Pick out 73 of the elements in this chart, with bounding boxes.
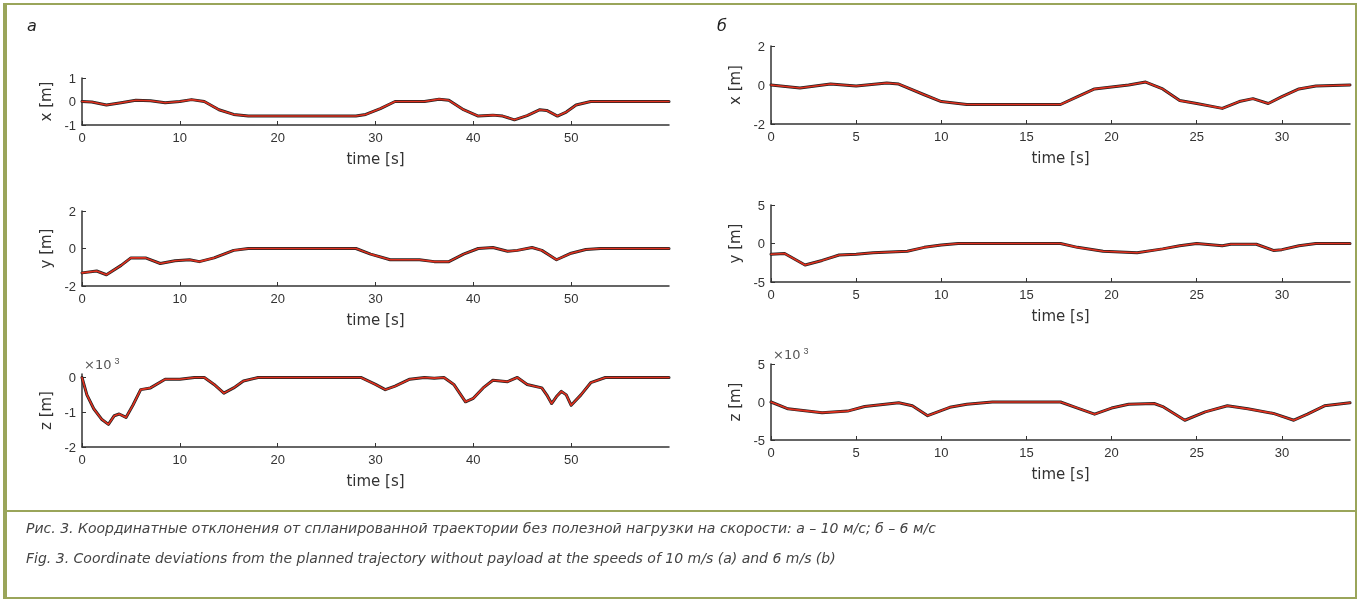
x-tick-label: 10	[172, 130, 188, 145]
x-tick-label: 15	[1019, 445, 1034, 460]
x-tick-label: 10	[934, 445, 949, 460]
x-tick-label: 20	[1104, 287, 1119, 302]
x-tick-label: 30	[1274, 129, 1290, 144]
x-tick-label: 20	[270, 291, 285, 306]
y-tick-label: 0	[757, 236, 765, 251]
caption: Fig. 3. Coordinate deviations from the planned trajectory without payload at the speeds of 10 m/s (a) and 6 m/s (b)	[26, 550, 836, 566]
x-axis-title: time [s]	[346, 149, 405, 168]
chart-title: а	[27, 15, 37, 35]
x-tick-label: 5	[852, 445, 860, 460]
x-tick-label: 25	[1189, 129, 1204, 144]
x-tick-label: 5	[852, 129, 860, 144]
x-tick-label: 0	[78, 452, 86, 467]
x-tick-label: 30	[368, 291, 383, 306]
x-tick-label: 40	[466, 452, 481, 467]
x-tick-label: 40	[466, 291, 481, 306]
x-tick-label: 20	[270, 452, 285, 467]
y-tick-label: 5	[757, 356, 765, 372]
y-axis-title: y [m]	[37, 228, 56, 269]
y-tick-label: 0	[757, 394, 765, 410]
y-tick-label: 0	[757, 77, 765, 93]
y-tick-label: 2	[68, 203, 76, 219]
x-tick-label: 25	[1189, 445, 1204, 460]
x-tick-label: 30	[368, 130, 383, 145]
y-tick-label: 0	[68, 241, 76, 256]
x-axis-title: time [s]	[1031, 148, 1090, 167]
x-tick-label: 30	[368, 452, 383, 467]
x-tick-label: 20	[1104, 129, 1119, 144]
x-tick-label: 10	[172, 452, 188, 467]
y-tick-label: -2	[64, 439, 76, 455]
x-tick-label: 15	[1019, 287, 1034, 302]
x-tick-label: 25	[1189, 287, 1204, 302]
x-tick-label: 10	[934, 129, 949, 144]
x-tick-label: 50	[563, 452, 579, 467]
x-tick-label: 50	[563, 130, 579, 145]
x-axis-title: time [s]	[346, 310, 405, 329]
x-tick-label: 0	[767, 445, 775, 460]
y-tick-label: -2	[64, 278, 76, 294]
x-tick-label: 0	[767, 287, 775, 302]
x-tick-label: 0	[78, 130, 86, 145]
y-tick-label: -2	[753, 116, 765, 132]
x-tick-label: 15	[1019, 129, 1034, 144]
y-tick-label: -1	[64, 117, 76, 133]
x-tick-label: 20	[270, 130, 285, 145]
x-tick-label: 30	[1274, 287, 1290, 302]
y-tick-label: 0	[68, 369, 76, 385]
x-tick-label: 10	[934, 287, 949, 302]
x-tick-label: 0	[78, 291, 86, 306]
y-axis-title: z [m]	[37, 391, 56, 430]
y-axis-title: x [m]	[37, 81, 56, 122]
y-axis-title: z [m]	[726, 382, 745, 422]
y-axis-title: y [m]	[726, 223, 745, 264]
x-tick-label: 0	[767, 129, 775, 144]
chart-title: б	[717, 15, 727, 35]
x-tick-label: 30	[1274, 445, 1290, 460]
y-tick-label: 2	[757, 38, 765, 54]
y-tick-label: -5	[753, 274, 765, 290]
x-tick-label: 10	[172, 291, 188, 306]
y-tick-label: 5	[757, 197, 765, 213]
y-axis-title: x [m]	[726, 65, 745, 105]
x-tick-label: 40	[466, 130, 481, 145]
x-axis-title: time [s]	[1031, 306, 1090, 325]
y-tick-label: 0	[68, 94, 76, 109]
x-tick-label: 5	[852, 287, 860, 302]
y-tick-label: -1	[64, 404, 76, 420]
x-axis-title: time [s]	[1031, 464, 1090, 483]
y-tick-label: 1	[68, 70, 76, 86]
text: Рис. 3. Координатные отклонения от спланированной траектории без полезной нагрузки на скорости: а – 10 м/с; б – 6 м/с	[26, 520, 936, 536]
x-axis-title: time [s]	[346, 471, 405, 490]
x-tick-label: 50	[563, 291, 579, 306]
x-tick-label: 20	[1104, 445, 1119, 460]
y-tick-label: -5	[753, 432, 765, 448]
